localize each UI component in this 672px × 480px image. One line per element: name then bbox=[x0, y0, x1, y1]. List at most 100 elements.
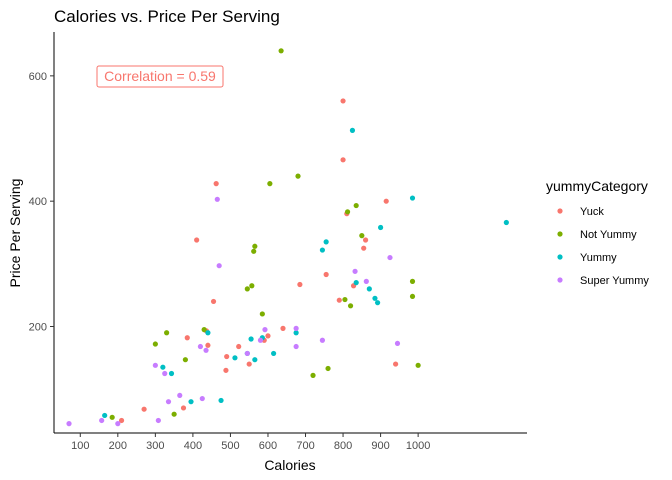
data-point-yuck bbox=[340, 98, 346, 104]
legend-key bbox=[557, 208, 563, 214]
data-point-not-yummy bbox=[244, 286, 250, 292]
data-point-yuck bbox=[246, 361, 252, 367]
data-point-super-yummy bbox=[293, 325, 299, 331]
data-point-super-yummy bbox=[293, 343, 299, 350]
data-point-yummy bbox=[188, 399, 194, 405]
data-point-yummy bbox=[168, 370, 175, 377]
data-point-super-yummy bbox=[203, 347, 209, 353]
x-tick-label: 200 bbox=[109, 440, 127, 452]
data-point-not-yummy bbox=[415, 362, 421, 368]
data-point-yuck bbox=[323, 271, 329, 278]
data-point-yuck bbox=[383, 198, 389, 204]
data-point-yuck bbox=[361, 245, 367, 251]
data-point-not-yummy bbox=[359, 233, 365, 239]
data-point-not-yummy bbox=[344, 209, 351, 215]
data-point-not-yummy bbox=[325, 365, 331, 372]
legend-item-label: Super Yummy bbox=[580, 275, 649, 287]
data-point-not-yummy bbox=[252, 243, 258, 249]
annotation-box bbox=[96, 65, 224, 88]
data-point-yuck bbox=[362, 237, 369, 243]
x-tick-label: 600 bbox=[259, 440, 277, 452]
data-point-yuck bbox=[194, 237, 200, 243]
legend-item-label: Yuck bbox=[580, 206, 604, 218]
data-point-super-yummy bbox=[66, 421, 72, 427]
data-point-yuck bbox=[280, 325, 286, 331]
x-axis-label: Calories bbox=[264, 457, 315, 473]
data-point-not-yummy bbox=[249, 283, 255, 289]
data-point-yuck bbox=[141, 406, 147, 412]
data-point-super-yummy bbox=[199, 395, 205, 402]
data-point-not-yummy bbox=[182, 357, 188, 363]
y-axis-ticks: 200 400 600 bbox=[29, 71, 54, 333]
data-point-not-yummy bbox=[267, 181, 273, 187]
data-point-yummy bbox=[366, 286, 372, 292]
data-point-yuck bbox=[297, 281, 303, 288]
y-tick-label: 600 bbox=[29, 71, 47, 83]
x-tick-label: 700 bbox=[296, 440, 314, 452]
chart-title: Calories vs. Price Per Serving bbox=[54, 7, 280, 26]
data-point-yuck bbox=[224, 353, 230, 360]
data-point-yuck bbox=[393, 361, 399, 367]
legend: yummyCategory Yuck Not Yummy Yummy Super Yu… bbox=[546, 178, 649, 287]
data-point-super-yummy bbox=[257, 337, 264, 343]
data-point-yuck bbox=[223, 367, 229, 373]
data-point-not-yummy bbox=[347, 303, 354, 309]
data-point-super-yummy bbox=[115, 421, 121, 427]
data-point-super-yummy bbox=[363, 278, 369, 284]
data-point-super-yummy bbox=[165, 399, 172, 405]
data-point-yummy bbox=[205, 330, 211, 336]
data-point-super-yummy bbox=[177, 392, 183, 399]
legend-key bbox=[557, 277, 563, 283]
data-point-yummy bbox=[409, 195, 416, 201]
plot-area bbox=[66, 48, 509, 427]
data-point-yummy bbox=[323, 239, 329, 245]
y-tick-label: 200 bbox=[29, 321, 47, 333]
data-point-not-yummy bbox=[109, 414, 115, 420]
data-point-yummy bbox=[160, 364, 166, 370]
legend-key bbox=[557, 254, 563, 260]
data-point-yuck bbox=[236, 343, 242, 350]
data-point-not-yummy bbox=[251, 248, 257, 254]
data-point-not-yummy bbox=[278, 48, 284, 54]
data-point-yummy bbox=[372, 295, 378, 301]
data-point-yuck bbox=[180, 405, 187, 411]
data-point-super-yummy bbox=[152, 362, 158, 368]
data-point-yummy bbox=[377, 224, 384, 231]
data-point-super-yummy bbox=[387, 254, 393, 261]
data-point-not-yummy bbox=[259, 311, 265, 317]
data-point-super-yummy bbox=[155, 417, 161, 424]
data-point-super-yummy bbox=[216, 263, 222, 269]
data-point-not-yummy bbox=[310, 372, 316, 378]
data-point-not-yummy bbox=[409, 293, 416, 300]
data-point-super-yummy bbox=[262, 327, 268, 333]
data-point-yummy bbox=[293, 330, 299, 336]
data-point-yuck bbox=[265, 333, 271, 339]
data-point-yummy bbox=[503, 219, 509, 226]
data-point-not-yummy bbox=[342, 296, 348, 303]
data-point-yummy bbox=[248, 336, 254, 342]
data-point-yummy bbox=[252, 357, 258, 363]
data-point-yuck bbox=[184, 335, 190, 341]
data-point-yuck bbox=[205, 342, 211, 348]
data-point-not-yummy bbox=[171, 411, 177, 417]
correlation-annotation: Correlation = 0.59 bbox=[96, 65, 224, 88]
data-point-not-yummy bbox=[295, 173, 301, 179]
x-tick-label: 400 bbox=[184, 440, 202, 452]
data-point-not-yummy bbox=[409, 278, 416, 284]
data-point-yummy bbox=[102, 412, 108, 419]
data-point-yuck bbox=[340, 157, 346, 163]
annotation-label: Correlation = 0.59 bbox=[104, 68, 216, 84]
data-point-not-yummy bbox=[164, 330, 170, 336]
x-axis-ticks: 100 200 300 400 500 600 700 800 900 1000 bbox=[71, 433, 430, 452]
data-point-super-yummy bbox=[214, 196, 220, 202]
data-point-not-yummy bbox=[201, 327, 207, 333]
data-point-super-yummy bbox=[319, 337, 326, 343]
data-point-super-yummy bbox=[394, 340, 401, 347]
legend-item-label: Yummy bbox=[580, 252, 617, 264]
legend-title: yummyCategory bbox=[546, 178, 648, 194]
data-point-yummy bbox=[319, 247, 326, 253]
data-point-not-yummy bbox=[353, 202, 359, 209]
x-tick-label: 900 bbox=[371, 440, 389, 452]
data-point-yummy bbox=[374, 300, 381, 306]
x-tick-label: 1000 bbox=[406, 440, 430, 452]
